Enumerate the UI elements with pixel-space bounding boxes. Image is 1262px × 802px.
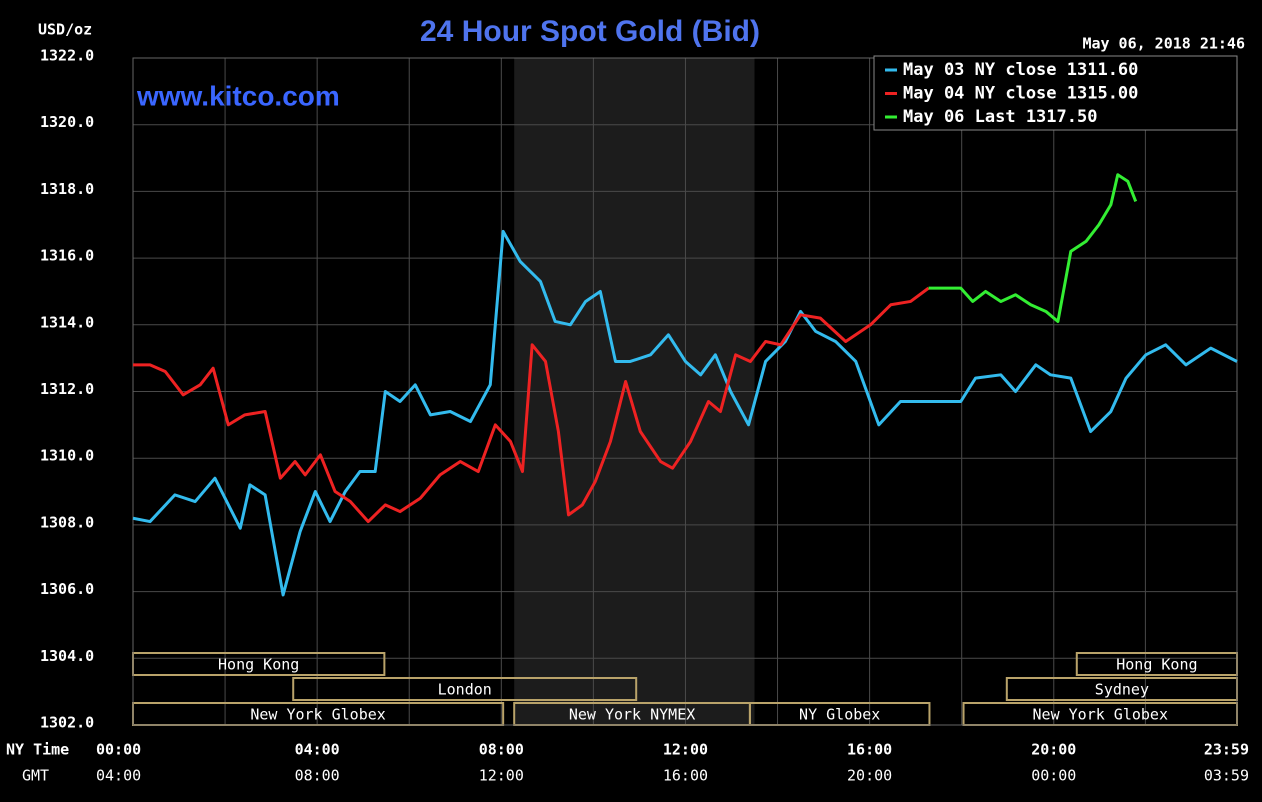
plot-frame [132,57,1238,726]
series-line [132,229,1238,597]
y-tick-label: 1310.0 [40,447,94,465]
x2-tick-label: 03:59 [1204,767,1249,785]
legend-label: May 04 NY close 1315.00 [903,84,1138,104]
y-tick-label: 1304.0 [40,647,94,665]
y-unit: USD/oz [38,21,92,39]
session-label: Hong Kong [1116,656,1197,674]
y-tick-label: 1306.0 [40,580,94,598]
x2-tick-label: 20:00 [847,767,892,785]
session-label: New York Globex [250,706,385,724]
y-tick-label: 1302.0 [40,714,94,732]
y-tick-label: 1318.0 [40,180,94,198]
session-label: London [438,681,492,699]
y-tick-label: 1314.0 [40,313,94,331]
legend-label: May 03 NY close 1311.60 [903,60,1138,80]
timestamp: May 06, 2018 21:46 [1082,35,1245,53]
x-axis-label: NY Time [6,741,69,759]
y-tick-label: 1320.0 [40,113,94,131]
x2-tick-label: 04:00 [96,767,141,785]
y-tick-label: 1312.0 [40,380,94,398]
watermark: www.kitco.com [136,80,340,111]
x-tick-label: 04:00 [295,741,340,759]
session-label: Sydney [1095,681,1149,699]
legend-label: May 06 Last 1317.50 [903,107,1097,127]
session-bar [292,677,638,701]
x-tick-label: 23:59 [1204,741,1249,759]
x2-tick-label: 16:00 [663,767,708,785]
x2-tick-label: 08:00 [295,767,340,785]
session-label: Hong Kong [218,656,299,674]
x-tick-label: 08:00 [479,741,524,759]
session-label: NY Globex [799,706,880,724]
x-tick-label: 20:00 [1031,741,1076,759]
y-tick-label: 1316.0 [40,247,94,265]
y-tick-label: 1322.0 [40,47,94,65]
x-tick-label: 12:00 [663,741,708,759]
legend-box [873,55,1238,131]
series-line [928,173,1138,323]
y-tick-label: 1308.0 [40,513,94,531]
chart-title: 24 Hour Spot Gold (Bid) [420,15,760,48]
x2-tick-label: 00:00 [1031,767,1076,785]
x2-tick-label: 12:00 [479,767,524,785]
x-tick-label: 00:00 [96,741,141,759]
x2-axis-label: GMT [22,767,49,785]
session-label: New York Globex [1033,706,1168,724]
session-label: New York NYMEX [569,706,695,724]
series-line [133,286,930,524]
x-tick-label: 16:00 [847,741,892,759]
